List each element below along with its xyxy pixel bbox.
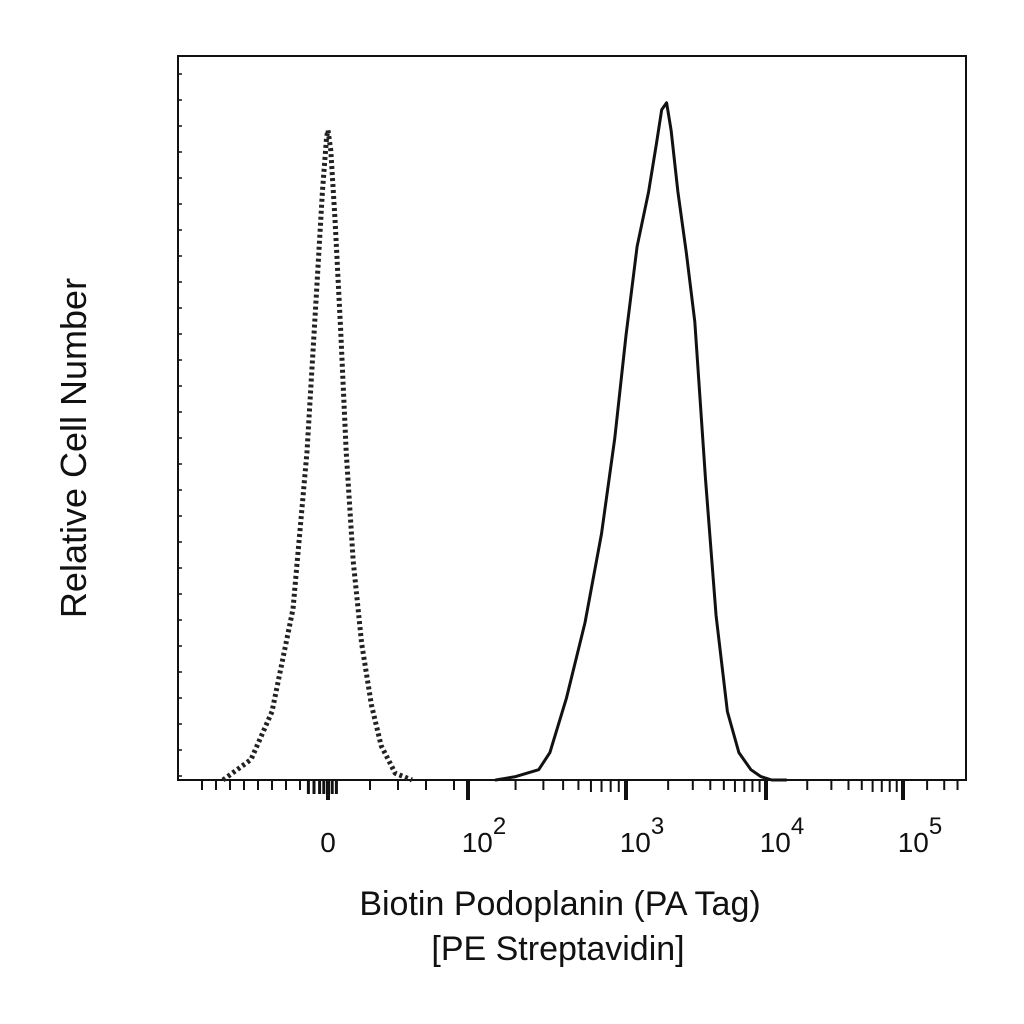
x-axis-label-line2: [PE Streptavidin]: [431, 930, 684, 968]
x-tick-label: 105: [898, 813, 943, 858]
x-tick-labels: 0 102 103 104 105: [320, 813, 942, 858]
plot-frame: [177, 55, 967, 781]
stained-histogram-line: [494, 101, 788, 782]
x-tick-label: 102: [462, 813, 507, 858]
y-axis-label: Relative Cell Number: [53, 278, 94, 618]
series-layer: [221, 101, 788, 783]
x-tick-label: 103: [620, 813, 665, 858]
x-axis-ticks: [201, 780, 959, 800]
control-histogram-line: [221, 127, 413, 783]
y-axis-ticks: [178, 73, 182, 777]
x-tick-label: 0: [320, 827, 336, 858]
x-axis-label: Biotin Podoplanin (PA Tag): [359, 885, 760, 923]
x-tick-label: 104: [760, 813, 805, 858]
